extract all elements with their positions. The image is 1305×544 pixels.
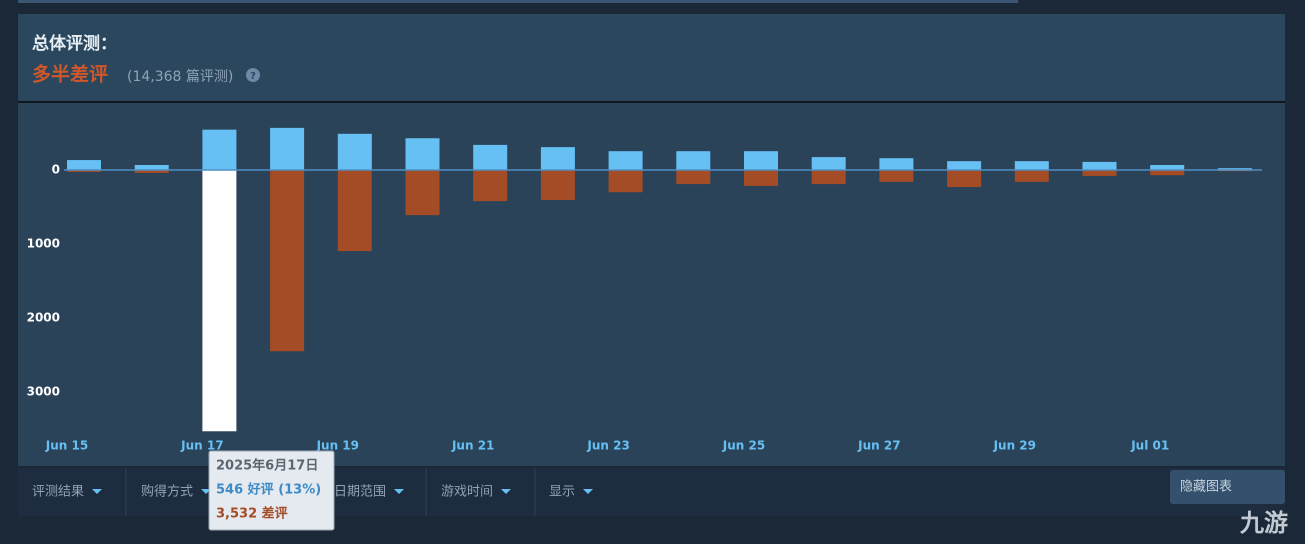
bar[interactable] <box>1150 165 1185 171</box>
bar[interactable] <box>1217 168 1252 171</box>
bar[interactable] <box>879 158 914 171</box>
bar[interactable] <box>67 160 101 171</box>
bar[interactable] <box>405 138 440 171</box>
y-tick-label: 3000 <box>27 384 60 398</box>
filter-label[interactable]: 显示 <box>549 485 575 500</box>
tooltip <box>208 450 335 531</box>
hide-button-text[interactable]: 隐藏图表 <box>1180 480 1232 495</box>
bar[interactable] <box>879 170 914 182</box>
x-tick-label: Jun 21 <box>451 439 494 453</box>
bar[interactable] <box>1150 170 1185 176</box>
filter-label[interactable]: 评测结果 <box>32 485 84 500</box>
bar[interactable] <box>676 170 711 185</box>
bar[interactable] <box>540 170 575 200</box>
bar[interactable] <box>811 170 846 185</box>
x-tick-label: Jun 25 <box>722 439 765 453</box>
bar[interactable] <box>202 170 237 432</box>
review-count: (14,368 篇评测) <box>127 69 233 85</box>
x-tick-label: Jul 01 <box>1130 439 1169 453</box>
watermark: 九游 <box>1239 509 1288 537</box>
filter-bar <box>18 468 1285 516</box>
bar[interactable] <box>202 129 237 171</box>
bar[interactable] <box>608 170 643 193</box>
filter-label[interactable]: 日期范围 <box>334 485 386 500</box>
filter-label[interactable]: 购得方式 <box>141 484 193 500</box>
bar[interactable] <box>947 170 982 188</box>
dropdown-arrow[interactable] <box>92 489 102 494</box>
x-tick-label: Jun 17 <box>180 439 223 453</box>
bar[interactable] <box>270 127 305 171</box>
bar[interactable] <box>67 170 101 172</box>
tooltip-positive: 546 好评 (13%) <box>216 482 321 498</box>
bar[interactable] <box>1082 161 1117 171</box>
hide-button[interactable] <box>1170 470 1285 504</box>
bar[interactable] <box>473 144 508 171</box>
bar[interactable] <box>337 133 372 171</box>
dropdown-arrow[interactable] <box>501 489 511 494</box>
dropdown-arrow[interactable] <box>394 489 404 494</box>
title: 总体评测： <box>32 33 117 54</box>
bar[interactable] <box>608 151 643 171</box>
x-tick-label: Jun 29 <box>993 439 1036 453</box>
help-icon-text[interactable]: ? <box>250 71 256 82</box>
bar[interactable] <box>1014 161 1049 171</box>
bar[interactable] <box>947 161 982 171</box>
bar[interactable] <box>744 170 778 186</box>
bar[interactable] <box>744 151 778 171</box>
help-icon[interactable] <box>246 68 260 82</box>
x-tick-label: Jun 19 <box>316 439 359 453</box>
y-tick-label: 1000 <box>27 237 60 251</box>
header-panel <box>18 14 1285 102</box>
dropdown-arrow[interactable] <box>583 489 593 494</box>
tooltip-title: 2025年6月17日 <box>216 458 318 474</box>
x-tick-label: Jun 15 <box>45 439 88 453</box>
bar[interactable] <box>1082 170 1117 176</box>
x-tick-label: Jun 23 <box>586 439 629 453</box>
bar[interactable] <box>1014 170 1049 182</box>
bar[interactable] <box>473 170 508 202</box>
bar[interactable] <box>405 170 440 216</box>
bar[interactable] <box>134 165 169 171</box>
tooltip-negative: 3,532 差评 <box>216 506 288 522</box>
filter-label[interactable]: 游戏时间 <box>441 485 493 500</box>
tab-edge <box>18 0 1018 3</box>
bar[interactable] <box>811 157 846 171</box>
bar[interactable] <box>676 151 711 171</box>
bar[interactable] <box>134 170 169 174</box>
bar[interactable] <box>337 170 372 252</box>
bar[interactable] <box>540 147 575 171</box>
summary: 多半差评 <box>32 63 108 86</box>
bar[interactable] <box>270 170 305 352</box>
x-tick-label: Jun 27 <box>857 439 900 453</box>
y-tick-label: 2000 <box>27 310 60 324</box>
y-tick-label: 0 <box>52 163 60 177</box>
